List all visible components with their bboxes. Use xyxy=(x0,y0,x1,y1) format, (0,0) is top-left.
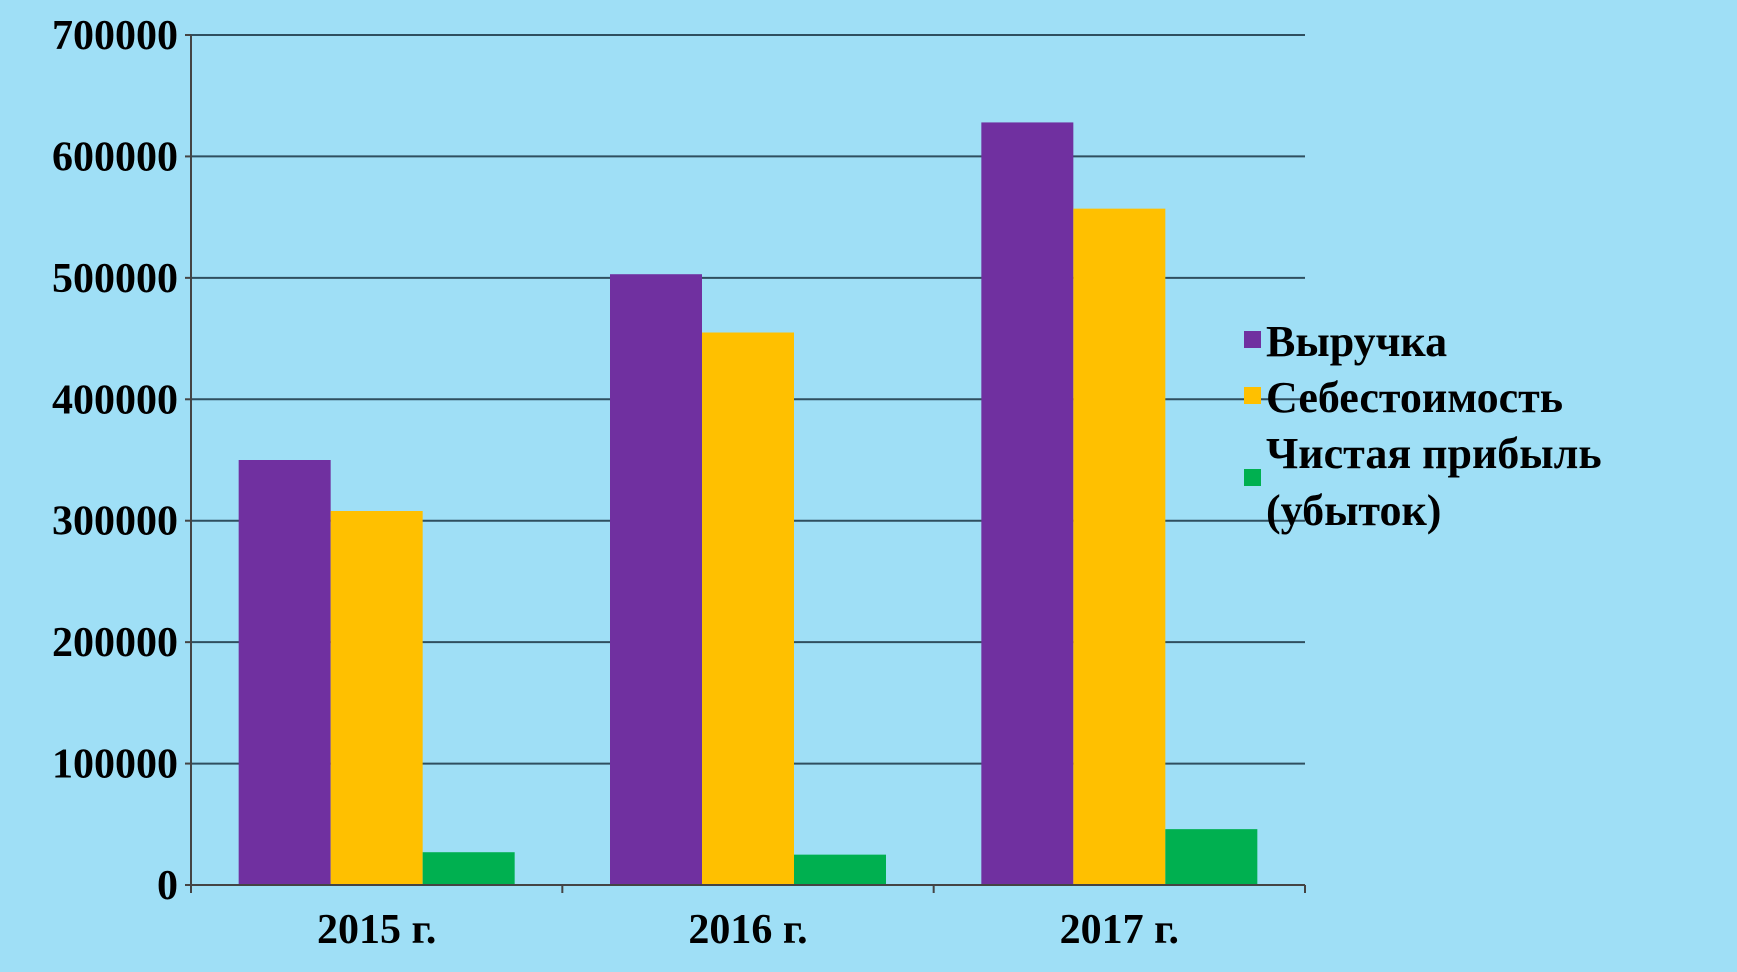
bar-cost xyxy=(330,511,423,885)
legend-label: Выручка xyxy=(1266,317,1447,366)
legend-marker xyxy=(1244,387,1261,404)
y-tick-label: 100000 xyxy=(52,742,178,788)
axes xyxy=(185,34,1306,893)
legend: Выручка Себестоимость Чистая прибыль (убыто… xyxy=(1244,317,1602,535)
bar-revenue xyxy=(238,460,331,885)
x-tick-label: 2016 г. xyxy=(688,907,807,953)
y-tick-label: 400000 xyxy=(52,377,178,423)
x-tick-label: 2015 г. xyxy=(317,907,436,953)
legend-marker xyxy=(1244,469,1261,486)
y-tick-label: 600000 xyxy=(52,134,178,180)
bar-revenue xyxy=(610,274,702,885)
legend-label: Себестоимость xyxy=(1266,373,1563,422)
y-tick-label: 300000 xyxy=(52,499,178,545)
y-tick-label: 700000 xyxy=(52,13,178,59)
y-tick-label: 500000 xyxy=(52,256,178,302)
bar-cost xyxy=(702,332,794,885)
y-tick-label: 200000 xyxy=(52,620,178,666)
bars xyxy=(238,122,1258,886)
x-tick-label: 2017 г. xyxy=(1060,907,1179,953)
legend-label: Чистая прибыль xyxy=(1266,429,1602,478)
bar-net-profit xyxy=(1165,829,1258,885)
x-tick-labels: 2015 г. 2016 г. 2017 г. xyxy=(317,907,1179,953)
legend-marker xyxy=(1244,331,1261,348)
bar-revenue xyxy=(981,122,1074,885)
bar-cost xyxy=(1073,208,1166,886)
y-tick-labels: 0 100000 200000 300000 400000 500000 600000 700… xyxy=(52,13,178,909)
legend-label: (убыток) xyxy=(1266,486,1441,535)
bar-net-profit xyxy=(422,852,515,885)
bar-net-profit xyxy=(794,854,886,885)
y-tick-label: 0 xyxy=(157,863,178,909)
